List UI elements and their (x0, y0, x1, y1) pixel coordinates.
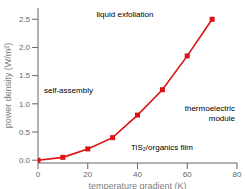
svg-text:2.5: 2.5 (19, 15, 31, 24)
svg-text:40: 40 (133, 170, 142, 179)
svg-text:1.5: 1.5 (19, 71, 31, 80)
svg-text:temperature gradient (K): temperature gradient (K) (88, 181, 186, 189)
svg-text:80: 80 (233, 170, 237, 179)
svg-text:2.0: 2.0 (19, 43, 31, 52)
svg-text:power density (W/m²): power density (W/m²) (8, 43, 13, 129)
svg-text:60: 60 (183, 170, 192, 179)
svg-text:0.0: 0.0 (19, 156, 31, 165)
svg-text:20: 20 (83, 170, 92, 179)
html-text:TiS₂/organics film: TiS₂/organics film (131, 143, 193, 152)
svg-text:0: 0 (36, 170, 41, 179)
html-text:liquid exfoliation: liquid exfoliation (96, 10, 154, 19)
svg-text:0.5: 0.5 (19, 128, 31, 137)
html-text:thermoelectric module: thermoelectric module (184, 104, 235, 123)
svg-text:1.0: 1.0 (19, 100, 31, 109)
html-text:self-assembly: self-assembly (44, 86, 93, 95)
